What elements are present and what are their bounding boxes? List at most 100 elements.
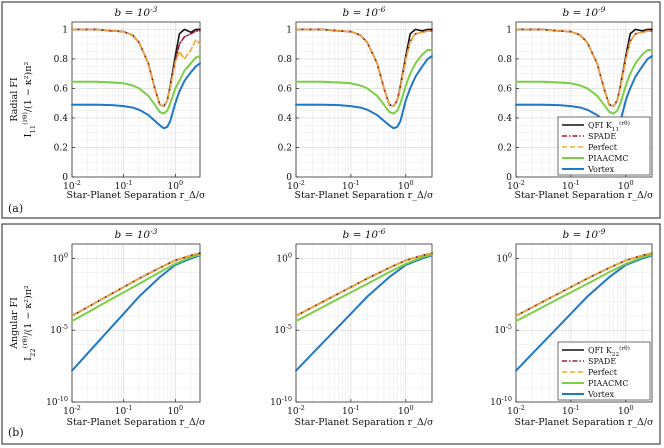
y-tick-label: 10-5 xyxy=(274,323,292,336)
axes-box-a-2 xyxy=(295,21,433,178)
y-tick-label: 0.2 xyxy=(278,143,292,153)
x-axis-label-a-3: Star-Planet Separation r_Δ/σ xyxy=(514,190,654,201)
legend-entry-spade: SPADE xyxy=(588,132,616,141)
y-tick-label: 10-10 xyxy=(270,395,292,408)
legend-entry-piaacmc: PIAACMC xyxy=(588,379,629,388)
series-line-vortex-b-1 xyxy=(71,254,201,372)
series-line-piaacmc-a-2 xyxy=(295,49,433,115)
y-axis-label: Angular FI xyxy=(9,297,20,350)
series-line-vortex-b-3 xyxy=(515,254,653,372)
legend-entry-perfect: Perfect xyxy=(588,368,618,377)
legend-entry-piaacmc: PIAACMC xyxy=(588,154,629,163)
y-tick-label: 100 xyxy=(496,251,512,264)
panel-label-a: (a) xyxy=(8,202,23,215)
series-line-vortex-a-1 xyxy=(71,62,201,130)
series-line-piaacmc-a-1 xyxy=(71,55,201,115)
y-tick-label: 1 xyxy=(62,25,68,35)
x-tick-label: 10-2 xyxy=(287,404,305,417)
y-tick-label: 0.8 xyxy=(278,55,293,65)
series-line-spade-a-3 xyxy=(515,28,653,107)
axes-box-b-3 xyxy=(515,243,653,403)
x-axis-label-b-1: Star-Planet Separation r_Δ/σ xyxy=(66,417,206,428)
x-tick-label: 10-1 xyxy=(115,404,133,417)
series-line-piaacmc-a-3 xyxy=(515,49,653,115)
series-line-perfect-a-3 xyxy=(515,28,653,107)
y-tick-label: 0.6 xyxy=(54,84,69,94)
y-tick-label: 10-10 xyxy=(46,395,68,408)
y-tick-label: 10-10 xyxy=(490,395,512,408)
subplot-title-b-2: b = 10-6 xyxy=(343,227,386,242)
series-line-qfi-a-2 xyxy=(295,28,433,107)
series-line-piaacmc-b-2 xyxy=(295,253,433,323)
x-tick-label: 10-2 xyxy=(287,179,305,192)
x-tick-label: 10-1 xyxy=(562,179,580,192)
subplot-title-b-1: b = 10-3 xyxy=(115,227,158,242)
legend-entry-vortex: Vortex xyxy=(587,390,615,399)
y-tick-label: 100 xyxy=(276,251,292,264)
x-tick-label: 10-1 xyxy=(562,404,580,417)
panel-label-b: (b) xyxy=(8,426,24,439)
subplot-title-a-3: b = 10-9 xyxy=(563,5,606,20)
y-tick-label: 100 xyxy=(52,251,68,264)
legend-entry-qfi: QFI K22(rθ) xyxy=(588,345,630,358)
y-tick-label: 0.4 xyxy=(54,114,69,124)
series-line-vortex-a-2 xyxy=(295,55,433,130)
y-tick-label: 0.8 xyxy=(54,55,69,65)
series-line-perfect-b-3 xyxy=(515,252,653,317)
legend-entry-spade: SPADE xyxy=(588,357,616,366)
x-tick-label: 10-1 xyxy=(342,404,360,417)
x-tick-label: 100 xyxy=(398,179,414,192)
panel-frame-b xyxy=(1,223,661,445)
y-tick-label: 0.4 xyxy=(278,114,293,124)
series-line-qfi-a-1 xyxy=(71,28,201,107)
x-tick-label: 100 xyxy=(398,404,414,417)
y-axis-formula: I11(rθ)/(1 − κ²)π² xyxy=(21,62,37,138)
axes-box-a-1 xyxy=(71,21,201,178)
x-tick-label: 10-1 xyxy=(115,179,133,192)
y-tick-label: 1 xyxy=(286,25,292,35)
x-tick-label: 10-1 xyxy=(342,179,360,192)
y-tick-label: 0.6 xyxy=(498,84,513,94)
x-tick-label: 100 xyxy=(618,404,634,417)
axes-box-b-2 xyxy=(295,243,433,403)
series-line-spade-a-1 xyxy=(71,28,201,107)
y-tick-label: 0 xyxy=(286,173,292,183)
y-tick-label: 0.4 xyxy=(498,114,513,124)
y-tick-label: 10-5 xyxy=(494,323,512,336)
legend-box-b xyxy=(557,341,651,401)
legend-entry-vortex: Vortex xyxy=(587,165,615,174)
legend-box-a xyxy=(557,116,651,176)
series-line-piaacmc-b-3 xyxy=(515,253,653,323)
series-line-perfect-a-1 xyxy=(71,28,201,107)
series-line-perfect-a-2 xyxy=(295,28,433,107)
y-tick-label: 10-5 xyxy=(50,323,68,336)
y-axis-formula: I22(rθ)/(1 − κ²)π² xyxy=(21,285,37,361)
x-tick-label: 100 xyxy=(168,179,184,192)
series-line-piaacmc-b-1 xyxy=(71,253,201,323)
x-axis-label-a-2: Star-Planet Separation r_Δ/σ xyxy=(294,190,434,201)
y-tick-label: 0.2 xyxy=(498,143,512,153)
subplot-title-a-1: b = 10-3 xyxy=(115,5,158,20)
axes-box-a-3 xyxy=(515,21,653,178)
subplot-title-b-3: b = 10-9 xyxy=(563,227,606,242)
y-tick-label: 0 xyxy=(506,173,512,183)
axes-box-b-1 xyxy=(71,243,201,403)
y-tick-label: 0.6 xyxy=(278,84,293,94)
series-line-qfi-a-3 xyxy=(515,28,653,107)
y-axis-label: Radial FI xyxy=(9,77,20,121)
subplot-title-a-2: b = 10-6 xyxy=(343,5,386,20)
x-tick-label: 10-2 xyxy=(507,404,525,417)
x-tick-label: 10-2 xyxy=(63,404,81,417)
x-tick-label: 100 xyxy=(168,404,184,417)
x-axis-label-a-1: Star-Planet Separation r_Δ/σ xyxy=(66,190,206,201)
legend-entry-qfi: QFI K11(rθ) xyxy=(588,120,630,133)
x-tick-label: 10-2 xyxy=(507,179,525,192)
y-tick-label: 0.2 xyxy=(54,143,68,153)
x-tick-label: 100 xyxy=(618,179,634,192)
series-line-perfect-b-2 xyxy=(295,252,433,317)
y-tick-label: 0.8 xyxy=(498,55,513,65)
series-line-perfect-b-1 xyxy=(71,252,201,317)
x-tick-label: 10-2 xyxy=(63,179,81,192)
y-tick-label: 1 xyxy=(506,25,512,35)
